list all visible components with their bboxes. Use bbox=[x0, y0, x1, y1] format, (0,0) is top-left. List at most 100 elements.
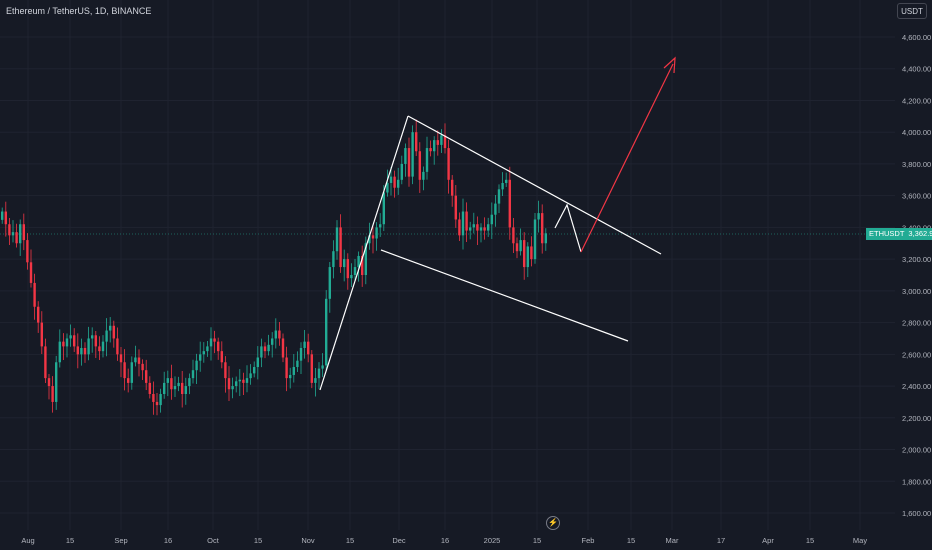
y-tick-label: 3,600.00 bbox=[902, 192, 931, 201]
x-tick-label: Oct bbox=[207, 536, 220, 545]
x-tick-label: Apr bbox=[762, 536, 774, 545]
candle-body bbox=[213, 338, 216, 342]
candle-body bbox=[249, 373, 252, 379]
candle-body bbox=[310, 354, 313, 383]
candle-body bbox=[440, 135, 443, 145]
y-tick-label: 4,400.00 bbox=[902, 65, 931, 74]
candle-body bbox=[253, 367, 256, 374]
candle-body bbox=[371, 235, 375, 239]
x-tick-label: Aug bbox=[21, 536, 34, 545]
candle-body bbox=[37, 306, 40, 323]
candle-body bbox=[44, 346, 47, 379]
candle-body bbox=[494, 203, 497, 215]
candle-body bbox=[47, 378, 51, 387]
candle-body bbox=[119, 354, 123, 363]
candle-body bbox=[328, 267, 331, 299]
x-tick-label: 15 bbox=[254, 536, 262, 545]
candle-body bbox=[461, 211, 465, 236]
candle-body bbox=[159, 394, 162, 406]
candle-body bbox=[436, 140, 439, 145]
candle-body bbox=[289, 374, 292, 379]
candle-body bbox=[33, 282, 36, 307]
candle-body bbox=[245, 378, 249, 383]
candle-body bbox=[22, 224, 25, 241]
candle-body bbox=[101, 341, 105, 352]
y-tick-label: 1,800.00 bbox=[902, 477, 931, 486]
candle-body bbox=[465, 211, 468, 231]
candle-body bbox=[19, 224, 22, 244]
candle-body bbox=[235, 381, 238, 387]
candle-body bbox=[415, 132, 418, 152]
y-tick-label: 2,200.00 bbox=[902, 414, 931, 423]
candle-body bbox=[447, 148, 450, 180]
y-tick-label: 2,000.00 bbox=[902, 446, 931, 455]
channel-upper-line bbox=[407, 115, 662, 255]
currency-button[interactable]: USDT bbox=[897, 3, 927, 19]
candle-body bbox=[544, 233, 547, 244]
x-tick-label: 15 bbox=[806, 536, 814, 545]
candle-body bbox=[404, 148, 407, 164]
candle-body bbox=[519, 240, 522, 252]
candle-body bbox=[274, 330, 277, 339]
candle-body bbox=[166, 378, 169, 383]
candle-body bbox=[256, 357, 259, 368]
candles bbox=[1, 119, 547, 416]
candle-body bbox=[317, 368, 321, 379]
candle-body bbox=[425, 148, 429, 172]
candle-body bbox=[483, 227, 486, 231]
candle-body bbox=[87, 338, 90, 355]
candle-body bbox=[296, 360, 299, 368]
trendline-drawings bbox=[319, 56, 676, 391]
candle-body bbox=[526, 246, 529, 268]
projection-arrow bbox=[580, 63, 674, 253]
candle-body bbox=[73, 335, 76, 347]
candle-body bbox=[242, 379, 245, 383]
x-tick-label: 15 bbox=[66, 536, 74, 545]
candle-body bbox=[191, 370, 195, 379]
candle-body bbox=[163, 382, 166, 394]
candle-body bbox=[451, 179, 454, 196]
candle-body bbox=[267, 344, 270, 352]
candle-body bbox=[109, 325, 112, 331]
candle-body bbox=[127, 378, 130, 383]
candle-body bbox=[278, 330, 281, 339]
candle-body bbox=[195, 360, 198, 371]
candle-body bbox=[505, 179, 508, 183]
candle-body bbox=[361, 255, 364, 275]
candle-body bbox=[141, 363, 144, 371]
candle-body bbox=[479, 227, 483, 231]
candle-body bbox=[123, 362, 126, 379]
x-tick-label: 2025 bbox=[484, 536, 501, 545]
x-tick-label: Nov bbox=[301, 536, 315, 545]
candle-body bbox=[537, 213, 540, 220]
lightning-icon[interactable]: ⚡ bbox=[546, 516, 560, 530]
candle-body bbox=[199, 354, 202, 361]
candle-body bbox=[155, 401, 159, 406]
y-tick-label: 3,200.00 bbox=[902, 255, 931, 264]
candle-body bbox=[80, 347, 83, 355]
candle-body bbox=[62, 341, 65, 347]
candle-body bbox=[299, 347, 303, 361]
candle-body bbox=[397, 179, 400, 188]
candle-body bbox=[346, 259, 349, 279]
candle-body bbox=[202, 351, 205, 355]
y-tick-label: 4,000.00 bbox=[902, 128, 931, 137]
candle-body bbox=[260, 346, 263, 358]
candle-body bbox=[105, 330, 108, 342]
price-axis: 4,600.00 4,400.00 4,200.00 4,000.00 3,800.00… bbox=[902, 33, 931, 518]
candle-body bbox=[501, 182, 504, 190]
candle-body bbox=[8, 224, 11, 236]
candle-body bbox=[65, 338, 69, 347]
y-tick-label: 3,400.00 bbox=[902, 223, 931, 232]
candle-body bbox=[281, 338, 285, 358]
candle-body bbox=[379, 224, 382, 228]
candle-body bbox=[83, 347, 87, 355]
candle-body bbox=[238, 379, 241, 382]
candle-body bbox=[51, 386, 54, 402]
candle-body bbox=[152, 394, 155, 402]
zigzag-path bbox=[554, 203, 582, 253]
price-tag-symbol: ETHUSDT bbox=[869, 229, 905, 238]
channel-lower-line bbox=[380, 249, 629, 342]
